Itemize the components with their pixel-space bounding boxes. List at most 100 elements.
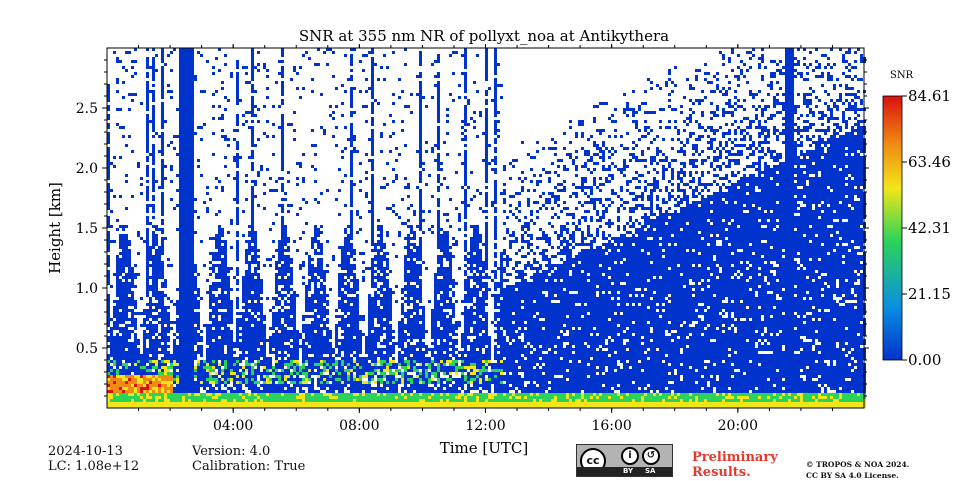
heatmap-cell — [122, 288, 125, 291]
heatmap-cell — [158, 369, 161, 372]
heatmap-cell — [239, 324, 242, 327]
heatmap-cell — [377, 264, 380, 267]
heatmap-cell — [125, 345, 128, 348]
heatmap-cell — [239, 99, 242, 102]
heatmap-cell — [350, 381, 353, 384]
heatmap-cell — [377, 381, 380, 384]
heatmap-cell — [164, 315, 167, 318]
heatmap-cell — [266, 87, 269, 90]
heatmap-cell — [182, 141, 185, 144]
heatmap-cell — [161, 81, 164, 84]
heatmap-cell — [263, 354, 266, 357]
heatmap-cell — [122, 228, 125, 231]
heatmap-cell — [266, 360, 269, 363]
heatmap-cell — [365, 78, 368, 81]
heatmap-cell — [251, 114, 254, 117]
heatmap-cell — [206, 327, 209, 330]
heatmap-cell — [281, 342, 284, 345]
heatmap-cell — [251, 384, 254, 387]
heatmap-cell — [305, 306, 308, 309]
heatmap-cell — [161, 126, 164, 129]
heatmap-cell — [152, 270, 155, 273]
heatmap-cell — [212, 324, 215, 327]
heatmap-cell — [344, 318, 347, 321]
heatmap-cell — [260, 327, 263, 330]
heatmap-cell — [113, 378, 116, 381]
heatmap-cell — [206, 186, 209, 189]
heatmap-cell — [230, 303, 233, 306]
heatmap-cell — [146, 357, 149, 360]
heatmap-cell — [242, 390, 245, 393]
heatmap-cell — [191, 159, 194, 162]
heatmap-cell — [353, 267, 356, 270]
heatmap-cell — [236, 405, 239, 408]
heatmap-cell — [116, 294, 119, 297]
heatmap-cell — [248, 324, 251, 327]
heatmap-cell — [242, 291, 245, 294]
heatmap-cell — [266, 375, 269, 378]
heatmap-cell — [146, 243, 149, 246]
heatmap-cell — [257, 369, 260, 372]
heatmap-cell — [161, 78, 164, 81]
heatmap-cell — [158, 360, 161, 363]
heatmap-cell — [368, 348, 371, 351]
heatmap-cell — [263, 387, 266, 390]
heatmap-cell — [308, 315, 311, 318]
heatmap-cell — [332, 390, 335, 393]
heatmap-cell — [191, 279, 194, 282]
heatmap-cell — [302, 351, 305, 354]
heatmap-cell — [191, 237, 194, 240]
heatmap-cell — [191, 246, 194, 249]
heatmap-cell — [338, 189, 341, 192]
heatmap-cell — [161, 66, 164, 69]
heatmap-cell — [212, 378, 215, 381]
heatmap-cell — [365, 105, 368, 108]
heatmap-cell — [314, 342, 317, 345]
heatmap-cell — [188, 342, 191, 345]
heatmap-cell — [278, 282, 281, 285]
heatmap-cell — [152, 372, 155, 375]
heatmap-cell — [143, 366, 146, 369]
heatmap-cell — [374, 297, 377, 300]
heatmap-cell — [149, 264, 152, 267]
heatmap-cell — [239, 345, 242, 348]
heatmap-cell — [191, 369, 194, 372]
heatmap-cell — [212, 330, 215, 333]
heatmap-cell — [179, 369, 182, 372]
heatmap-cell — [182, 135, 185, 138]
heatmap-cell — [119, 372, 122, 375]
heatmap-cell — [365, 90, 368, 93]
heatmap-cell — [374, 309, 377, 312]
heatmap-cell — [182, 177, 185, 180]
heatmap-cell — [314, 339, 317, 342]
heatmap-cell — [158, 333, 161, 336]
heatmap-cell — [347, 327, 350, 330]
heatmap-cell — [251, 279, 254, 282]
heatmap-cell — [251, 84, 254, 87]
heatmap-cell — [209, 306, 212, 309]
heatmap-cell — [119, 303, 122, 306]
heatmap-cell — [188, 189, 191, 192]
heatmap-cell — [230, 267, 233, 270]
heatmap-cell — [323, 366, 326, 369]
heatmap-cell — [308, 270, 311, 273]
heatmap-cell — [119, 387, 122, 390]
heatmap-cell — [227, 321, 230, 324]
heatmap-cell — [356, 366, 359, 369]
heatmap-cell — [185, 279, 188, 282]
heatmap-cell — [350, 225, 353, 228]
heatmap-cell — [197, 390, 200, 393]
heatmap-cell — [245, 66, 248, 69]
heatmap-cell — [269, 258, 272, 261]
heatmap-cell — [191, 402, 194, 405]
heatmap-cell — [179, 141, 182, 144]
heatmap-cell — [185, 315, 188, 318]
heatmap-cell — [149, 66, 152, 69]
heatmap-cell — [191, 168, 194, 171]
heatmap-cell — [152, 234, 155, 237]
heatmap-cell — [350, 369, 353, 372]
heatmap-cell — [200, 381, 203, 384]
heatmap-cell — [353, 273, 356, 276]
heatmap-cell — [350, 396, 353, 399]
heatmap-cell — [281, 102, 284, 105]
